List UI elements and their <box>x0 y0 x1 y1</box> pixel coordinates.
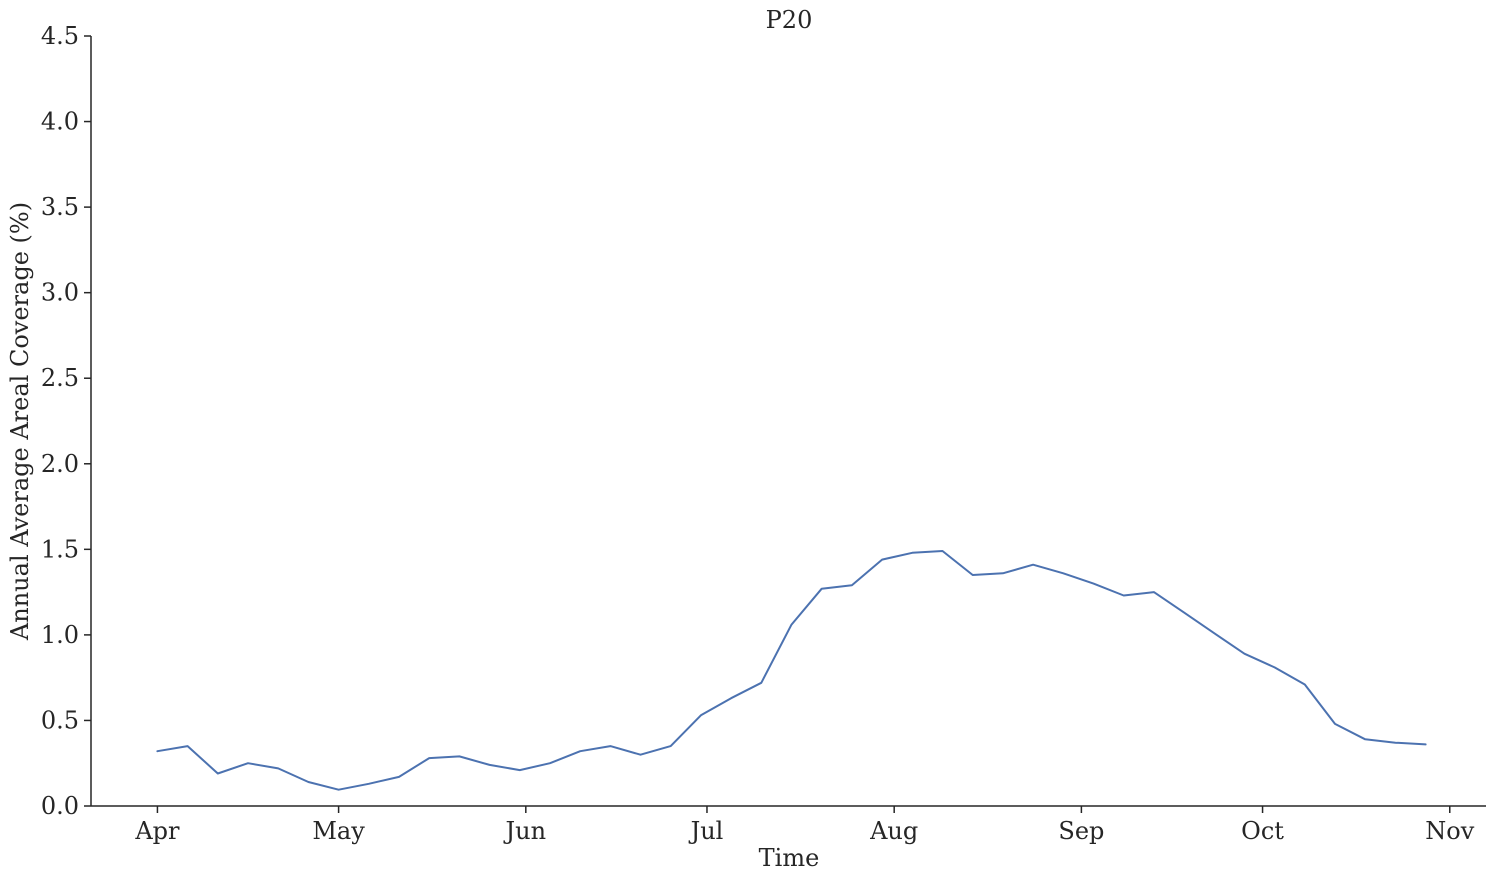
chart-title: P20 <box>766 6 813 34</box>
series-line <box>156 550 1427 791</box>
x-tick-label: Jul <box>688 817 724 845</box>
y-axis-label: Annual Average Areal Coverage (%) <box>6 202 34 641</box>
x-tick-label: Sep <box>1058 817 1104 845</box>
y-tick-label: 2.5 <box>41 364 79 392</box>
y-tick-label: 4.0 <box>41 108 79 136</box>
x-tick-label: May <box>312 817 365 845</box>
y-tick-label: 0.0 <box>41 792 79 820</box>
x-axis: Apr May Jun Jul Aug Sep Oct Nov <box>91 805 1486 845</box>
y-tick-label: 0.5 <box>41 706 79 734</box>
y-tick-label: 2.0 <box>41 450 79 478</box>
y-tick-label: 3.0 <box>41 279 79 307</box>
plot-series <box>156 550 1427 791</box>
y-tick-label: 4.5 <box>41 22 79 50</box>
y-tick-label: 1.0 <box>41 621 79 649</box>
x-tick-label: Aug <box>869 817 918 845</box>
x-tick-label: Apr <box>134 817 180 845</box>
y-tick-label: 3.5 <box>41 193 79 221</box>
x-axis-label: Time <box>759 844 820 872</box>
x-tick-label: Nov <box>1425 817 1474 845</box>
x-tick-label: Oct <box>1241 817 1284 845</box>
y-tick-label: 1.5 <box>41 535 79 563</box>
y-axis: 0.0 0.5 1.0 1.5 2.0 2.5 3.0 3.5 4.0 4.5 <box>41 22 92 820</box>
x-tick-label: Jun <box>503 817 547 845</box>
